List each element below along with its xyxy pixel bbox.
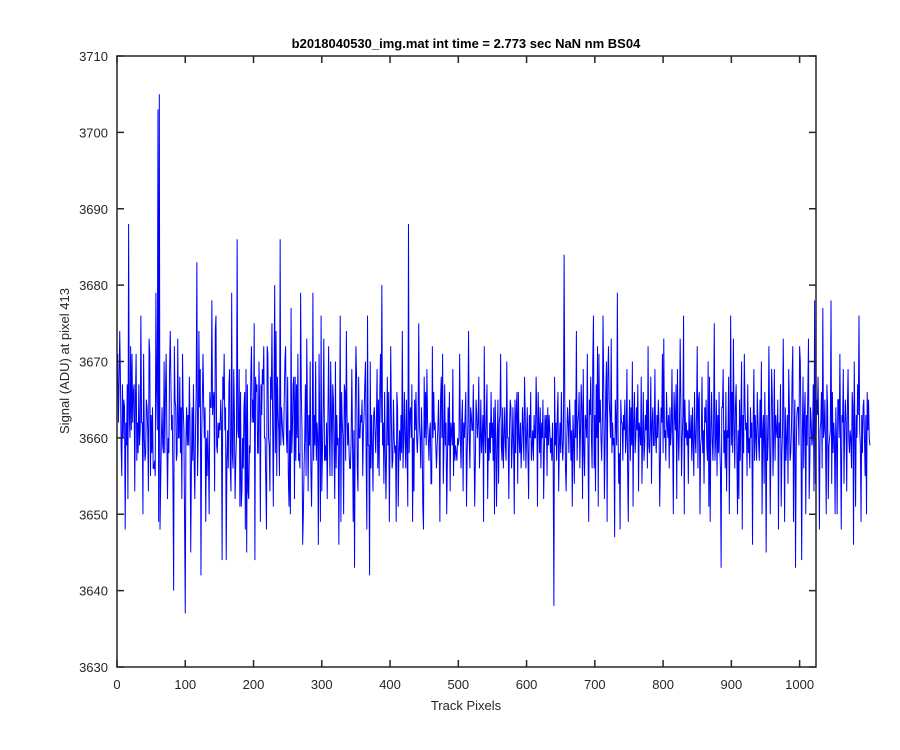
x-tick-label: 200	[243, 677, 265, 692]
y-tick-label: 3640	[79, 584, 108, 599]
x-tick-label: 400	[379, 677, 401, 692]
chart-title: b2018040530_img.mat int time = 2.773 sec…	[292, 36, 641, 51]
plot-area-background	[117, 56, 816, 667]
x-tick-label: 0	[113, 677, 120, 692]
data-series-line-1	[117, 94, 871, 614]
data-layer	[117, 94, 871, 614]
y-axis-label: Signal (ADU) at pixel 413	[57, 288, 72, 434]
x-tick-label: 600	[516, 677, 538, 692]
y-tick-label: 3660	[79, 431, 108, 446]
x-tick-label: 500	[447, 677, 469, 692]
x-tick-label: 1000	[785, 677, 814, 692]
y-tick-label: 3670	[79, 355, 108, 370]
axes: 0 100 200 300 400 500 600 700 800 900 1000 3630 3640…	[79, 49, 817, 692]
y-tick-label: 3630	[79, 660, 108, 675]
y-tick-label: 3690	[79, 202, 108, 217]
y-tick-label: 3650	[79, 507, 108, 522]
x-tick-label: 800	[652, 677, 674, 692]
x-tick-label: 100	[174, 677, 196, 692]
x-tick-label: 700	[584, 677, 606, 692]
y-tick-label: 3700	[79, 125, 108, 140]
y-tick-label: 3680	[79, 278, 108, 293]
y-tick-label: 3710	[79, 49, 108, 64]
x-tick-label: 900	[721, 677, 743, 692]
x-axis-label: Track Pixels	[431, 698, 502, 713]
x-tick-label: 300	[311, 677, 333, 692]
